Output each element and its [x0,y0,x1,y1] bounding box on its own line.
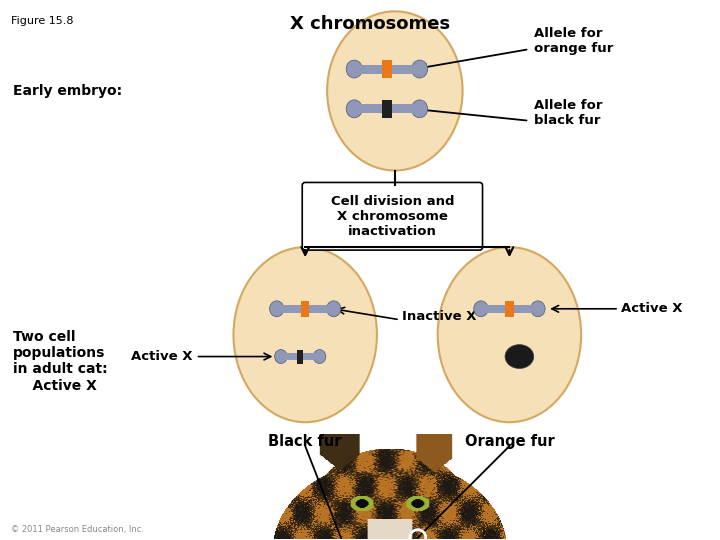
Text: Active X: Active X [131,350,193,363]
Ellipse shape [438,247,581,422]
Ellipse shape [474,301,488,317]
FancyBboxPatch shape [302,183,482,250]
Bar [354,65,420,73]
Ellipse shape [531,301,545,317]
Bar [354,104,420,113]
Text: Inactive X: Inactive X [402,310,477,323]
Ellipse shape [327,301,341,317]
Bar [481,305,538,313]
Ellipse shape [269,301,284,317]
Ellipse shape [313,349,326,363]
Bar [505,301,513,317]
Ellipse shape [412,100,428,118]
Ellipse shape [412,60,428,78]
Bar [382,60,392,78]
Text: © 2011 Pearson Education, Inc.: © 2011 Pearson Education, Inc. [12,525,144,534]
Text: Black fur: Black fur [269,434,342,449]
Text: Active X: Active X [621,302,683,315]
Ellipse shape [233,247,377,422]
Ellipse shape [346,60,362,78]
Bar [301,301,310,317]
Text: Cell division and
X chromosome
inactivation: Cell division and X chromosome inactivat… [330,195,454,238]
Bar [297,349,303,363]
Text: Allele for
black fur: Allele for black fur [534,99,603,127]
Text: Two cell
populations
in adult cat:: Two cell populations in adult cat: [14,330,108,376]
Bar [382,100,392,118]
Text: Allele for
orange fur: Allele for orange fur [534,27,613,55]
Text: Orange fur: Orange fur [464,434,554,449]
Text: X chromosomes: X chromosomes [290,15,450,33]
Ellipse shape [327,11,463,171]
Text: Active X: Active X [14,380,97,394]
Text: Early embryo:: Early embryo: [14,84,122,98]
Text: Figure 15.8: Figure 15.8 [12,16,74,26]
Bar [281,353,320,360]
Ellipse shape [505,345,534,368]
Ellipse shape [274,349,287,363]
Bar [276,305,333,313]
Ellipse shape [346,100,362,118]
